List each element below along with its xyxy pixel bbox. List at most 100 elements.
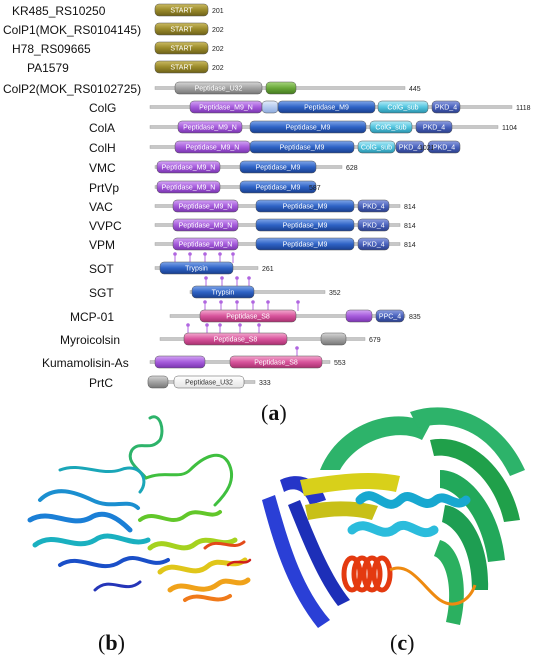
domain-label: Peptidase_M9 bbox=[256, 185, 301, 192]
site-marker-head bbox=[247, 276, 251, 280]
domain-label: Peptidase_M9 bbox=[286, 125, 331, 132]
protein-row: VVPC Peptidase_M9_N Peptidase_M9 PKD_4 814 bbox=[89, 218, 416, 233]
domain-label: PKD_4 bbox=[362, 242, 384, 249]
site-marker-head bbox=[220, 276, 224, 280]
site-marker-head bbox=[173, 252, 177, 256]
protein-row: SGT Trypsin 352 bbox=[89, 276, 341, 300]
domain-box bbox=[320, 332, 347, 346]
domain-label: Peptidase_M9 bbox=[280, 145, 325, 152]
site-marker-head bbox=[235, 300, 239, 304]
site-marker-head bbox=[203, 300, 207, 304]
domain-box bbox=[415, 120, 453, 134]
domain-box bbox=[154, 355, 206, 369]
domain-label: Peptidase_M9 bbox=[304, 105, 349, 112]
domain-label: Peptidase_M9_N bbox=[162, 165, 216, 172]
protein-length-label: 553 bbox=[334, 360, 346, 367]
domain-box bbox=[154, 41, 209, 55]
domain-box bbox=[369, 120, 413, 134]
protein-row: Myroicolsin Peptidase_S8 679 bbox=[60, 323, 381, 347]
site-marker-head bbox=[231, 252, 235, 256]
protein-name: Myroicolsin bbox=[60, 333, 120, 347]
protein-name: VMC bbox=[89, 161, 116, 175]
protein-name: VAC bbox=[89, 200, 113, 214]
domain-box bbox=[159, 261, 234, 275]
protein-structure-b bbox=[27, 415, 252, 602]
domain-box bbox=[357, 140, 396, 154]
protein-length-label: 261 bbox=[262, 266, 274, 273]
site-marker-head bbox=[235, 276, 239, 280]
domain-label: PKD_4 bbox=[362, 223, 384, 230]
domain-label: Peptidase_M9 bbox=[283, 242, 328, 249]
domain-label: Trypsin bbox=[185, 266, 208, 273]
site-marker-head bbox=[204, 276, 208, 280]
domain-label: Peptidase_M9_N bbox=[179, 204, 233, 211]
protein-name: ColP2(MOK_RS0102725) bbox=[3, 82, 141, 96]
protein-length-label: 1021 bbox=[419, 145, 435, 152]
protein-length-label: 201 bbox=[212, 8, 224, 15]
protein-row: PrtVp Peptidase_M9_N Peptidase_M9 587 bbox=[89, 180, 321, 195]
panel-b-label: (b) bbox=[98, 630, 125, 655]
domain-box bbox=[249, 140, 355, 154]
domain-label: ColG_sub bbox=[361, 145, 392, 152]
protein-name: ColA bbox=[89, 121, 115, 135]
site-marker-head bbox=[296, 300, 300, 304]
protein-row: ColP2(MOK_RS0102725) Peptidase_U32 445 bbox=[3, 81, 421, 96]
protein-row: ColH Peptidase_M9_N Peptidase_M9 ColG_sub PK… bbox=[89, 140, 461, 155]
domain-label: ColG_sub bbox=[387, 105, 418, 112]
domain-box bbox=[156, 180, 221, 194]
domain-box bbox=[199, 309, 297, 323]
protein-length-label: 814 bbox=[404, 223, 416, 230]
domain-label: PKD_4 bbox=[433, 145, 455, 152]
domain-box bbox=[377, 100, 429, 114]
domain-box bbox=[191, 285, 255, 299]
domain-label: PKD_4 bbox=[435, 105, 457, 112]
protein-row: ColG Peptidase_M9_N Peptidase_M9 ColG_sub PK… bbox=[89, 100, 531, 115]
protein-length-label: 445 bbox=[409, 86, 421, 93]
protein-row: H78_RS09665 START 202 bbox=[12, 41, 224, 56]
domain-label: PKD_4 bbox=[399, 145, 421, 152]
protein-name: KR485_RS10250 bbox=[12, 4, 106, 18]
domain-label: Peptidase_S8 bbox=[226, 314, 270, 321]
protein-name: PA1579 bbox=[27, 61, 69, 75]
domain-box bbox=[172, 237, 239, 251]
protein-length-label: 814 bbox=[404, 242, 416, 249]
protein-name: SOT bbox=[89, 262, 114, 276]
protein-length-label: 814 bbox=[404, 204, 416, 211]
domain-label: START bbox=[170, 46, 193, 53]
protein-row: VAC Peptidase_M9_N Peptidase_M9 PKD_4 814 bbox=[89, 199, 416, 214]
panel-a-label: (a) bbox=[261, 400, 287, 425]
domain-box bbox=[357, 218, 390, 232]
protein-length-label: 587 bbox=[309, 185, 321, 192]
protein-length-label: 202 bbox=[212, 27, 224, 34]
protein-name: H78_RS09665 bbox=[12, 42, 91, 56]
protein-length-label: 835 bbox=[409, 314, 421, 321]
domain-label: Peptidase_M9_N bbox=[179, 223, 233, 230]
domain-label: PPC_4 bbox=[379, 314, 401, 321]
domain-box bbox=[173, 375, 245, 389]
site-marker-head bbox=[205, 323, 209, 327]
protein-length-label: 202 bbox=[212, 65, 224, 72]
protein-name: SGT bbox=[89, 286, 114, 300]
protein-length-label: 333 bbox=[259, 380, 271, 387]
protein-length-label: 1104 bbox=[502, 125, 517, 132]
domain-label: Peptidase_M9 bbox=[283, 204, 328, 211]
site-marker-head bbox=[295, 346, 299, 350]
protein-row: VMC Peptidase_M9_N Peptidase_M9 628 bbox=[89, 160, 358, 175]
protein-length-label: 628 bbox=[346, 165, 358, 172]
site-marker-head bbox=[238, 323, 242, 327]
protein-row: VPM Peptidase_M9_N Peptidase_M9 PKD_4 814 bbox=[89, 237, 416, 252]
site-marker-head bbox=[218, 323, 222, 327]
protein-length-label: 202 bbox=[212, 46, 224, 53]
domain-label: Peptidase_M9_N bbox=[186, 145, 240, 152]
domain-box bbox=[395, 140, 425, 154]
protein-name: ColP1(MOK_RS0104145) bbox=[3, 23, 141, 37]
domain-box bbox=[147, 375, 169, 389]
domain-label: START bbox=[170, 27, 193, 34]
protein-row: KR485_RS10250 START 201 bbox=[12, 3, 224, 18]
protein-name: VPM bbox=[89, 238, 115, 252]
protein-name: ColH bbox=[89, 141, 116, 155]
domain-box bbox=[154, 3, 209, 17]
site-marker-head bbox=[251, 300, 255, 304]
protein-name: ColG bbox=[89, 101, 116, 115]
domain-box bbox=[239, 180, 317, 194]
